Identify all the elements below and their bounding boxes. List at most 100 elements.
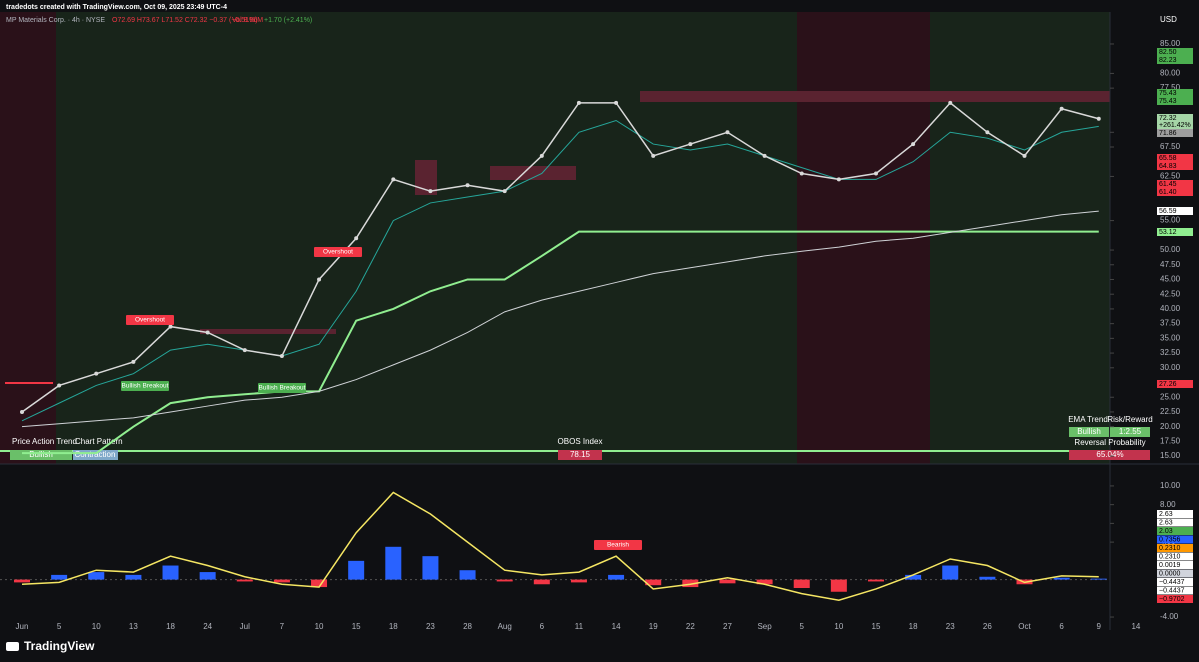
osc-tag bbox=[1157, 569, 1193, 578]
osc-tag-label: 2.63 bbox=[1159, 511, 1173, 518]
credit: tradedots created with TradingView.com, … bbox=[6, 4, 227, 11]
price-point bbox=[539, 153, 544, 158]
price-point bbox=[1059, 106, 1064, 111]
y-tick-label: 35.00 bbox=[1160, 333, 1181, 342]
histogram-bar bbox=[719, 579, 736, 584]
histogram-bar bbox=[14, 579, 30, 583]
y-tick-label: 20.00 bbox=[1160, 422, 1181, 431]
y-tick-label: 80.00 bbox=[1160, 69, 1181, 78]
histogram-bar bbox=[348, 560, 365, 580]
y-tick-label: 50.00 bbox=[1160, 245, 1181, 254]
bull-zone bbox=[56, 12, 797, 464]
price-tag bbox=[1157, 188, 1193, 196]
x-tick-label: 22 bbox=[686, 622, 695, 631]
price-tag-label: 82.50 bbox=[1159, 49, 1177, 56]
histogram-bar bbox=[236, 579, 253, 582]
price-point bbox=[502, 189, 507, 194]
x-tick-label: 15 bbox=[352, 622, 361, 631]
panel-value: 65.04% bbox=[1096, 450, 1123, 459]
y-tick-label: 40.00 bbox=[1160, 304, 1181, 313]
histogram-bar bbox=[162, 565, 179, 580]
y-tick-label: 8.00 bbox=[1160, 500, 1176, 509]
histogram-bar bbox=[459, 570, 476, 580]
x-tick-label: Aug bbox=[498, 622, 512, 631]
price-point bbox=[205, 330, 210, 335]
x-tick-label: 7 bbox=[280, 622, 285, 631]
x-tick-label: 19 bbox=[649, 622, 658, 631]
y-tick-label: 17.50 bbox=[1160, 437, 1181, 446]
price-tag-label: 56.59 bbox=[1159, 208, 1177, 215]
annotation-box bbox=[594, 540, 642, 550]
annotation-box bbox=[258, 383, 306, 393]
histogram-bar bbox=[608, 574, 625, 580]
panel-cell bbox=[73, 450, 118, 460]
x-tick-label: 10 bbox=[92, 622, 101, 631]
level-line bbox=[5, 382, 53, 384]
symbol: MP Materials Corp. · 4h · NYSE bbox=[6, 17, 105, 24]
x-tick-label: 9 bbox=[1097, 622, 1102, 631]
histogram-bar bbox=[273, 579, 290, 583]
price-point bbox=[799, 171, 804, 176]
histogram-bar bbox=[199, 572, 216, 580]
histogram-bar bbox=[645, 579, 662, 586]
osc-tag-label: 0.0019 bbox=[1159, 562, 1181, 569]
x-tick-label: 5 bbox=[800, 622, 805, 631]
price-tag-label: 71.86 bbox=[1159, 130, 1177, 137]
price-point bbox=[354, 236, 359, 241]
histogram-bar bbox=[533, 579, 550, 585]
panel-value: 78.15 bbox=[570, 450, 591, 459]
price-tag-label: 53.12 bbox=[1159, 229, 1177, 236]
price-line bbox=[21, 210, 1099, 428]
price-point bbox=[651, 153, 656, 158]
price-point bbox=[1022, 153, 1027, 158]
zone-box bbox=[415, 160, 437, 195]
osc-tag-label: 2.63 bbox=[1159, 519, 1173, 526]
currency: USD bbox=[1160, 15, 1177, 24]
histogram-bar bbox=[422, 556, 439, 580]
price-point bbox=[168, 324, 173, 329]
histogram-bar bbox=[830, 579, 847, 592]
y-tick-label: 15.00 bbox=[1160, 451, 1181, 460]
x-tick-label: 11 bbox=[575, 622, 584, 631]
price-point bbox=[725, 130, 730, 135]
histogram-bar bbox=[793, 579, 810, 589]
price-point bbox=[131, 359, 136, 364]
y-tick-label: 45.00 bbox=[1160, 275, 1181, 284]
bear-zone bbox=[0, 12, 56, 464]
osc-tag-label: 0.2310 bbox=[1159, 553, 1181, 560]
annotation-box bbox=[126, 315, 174, 325]
histogram-bar bbox=[682, 579, 699, 588]
histogram-bar bbox=[1053, 577, 1070, 580]
price-tag-label: 61.40 bbox=[1159, 189, 1177, 196]
histogram-bar bbox=[979, 576, 996, 580]
y-tick-label: 32.50 bbox=[1160, 348, 1181, 357]
histogram-bar bbox=[942, 565, 959, 580]
brand: TradingView bbox=[24, 639, 95, 653]
osc-tag bbox=[1157, 544, 1193, 552]
panel-title: Chart Pattern bbox=[75, 437, 123, 446]
panel-title: Price Action Trend bbox=[12, 437, 77, 446]
x-tick-label: 18 bbox=[166, 622, 175, 631]
osc-tag bbox=[1157, 518, 1193, 527]
annotation: Overshoot bbox=[323, 249, 353, 256]
price-tag bbox=[1157, 121, 1193, 129]
zone-box bbox=[640, 91, 1110, 102]
osc-tag bbox=[1157, 578, 1193, 586]
osc-tag bbox=[1157, 535, 1193, 544]
y-tick-label: 30.00 bbox=[1160, 363, 1181, 372]
price-line bbox=[22, 230, 1099, 455]
price-tag bbox=[1157, 162, 1193, 170]
price-tag-label: 65.58 bbox=[1159, 155, 1177, 162]
y-tick-label: -4.00 bbox=[1160, 612, 1179, 621]
osc-tag bbox=[1157, 510, 1193, 518]
x-tick-label: 14 bbox=[612, 622, 621, 631]
osc-tag-label: 2.03 bbox=[1159, 528, 1173, 535]
price-tag-label: 75.43 bbox=[1159, 90, 1177, 97]
annotation: Bullish Breakout bbox=[259, 385, 306, 392]
price-point bbox=[317, 277, 322, 282]
y-tick-label: 10.00 bbox=[1160, 481, 1181, 490]
x-tick-label: 18 bbox=[909, 622, 918, 631]
price-point bbox=[762, 153, 767, 158]
